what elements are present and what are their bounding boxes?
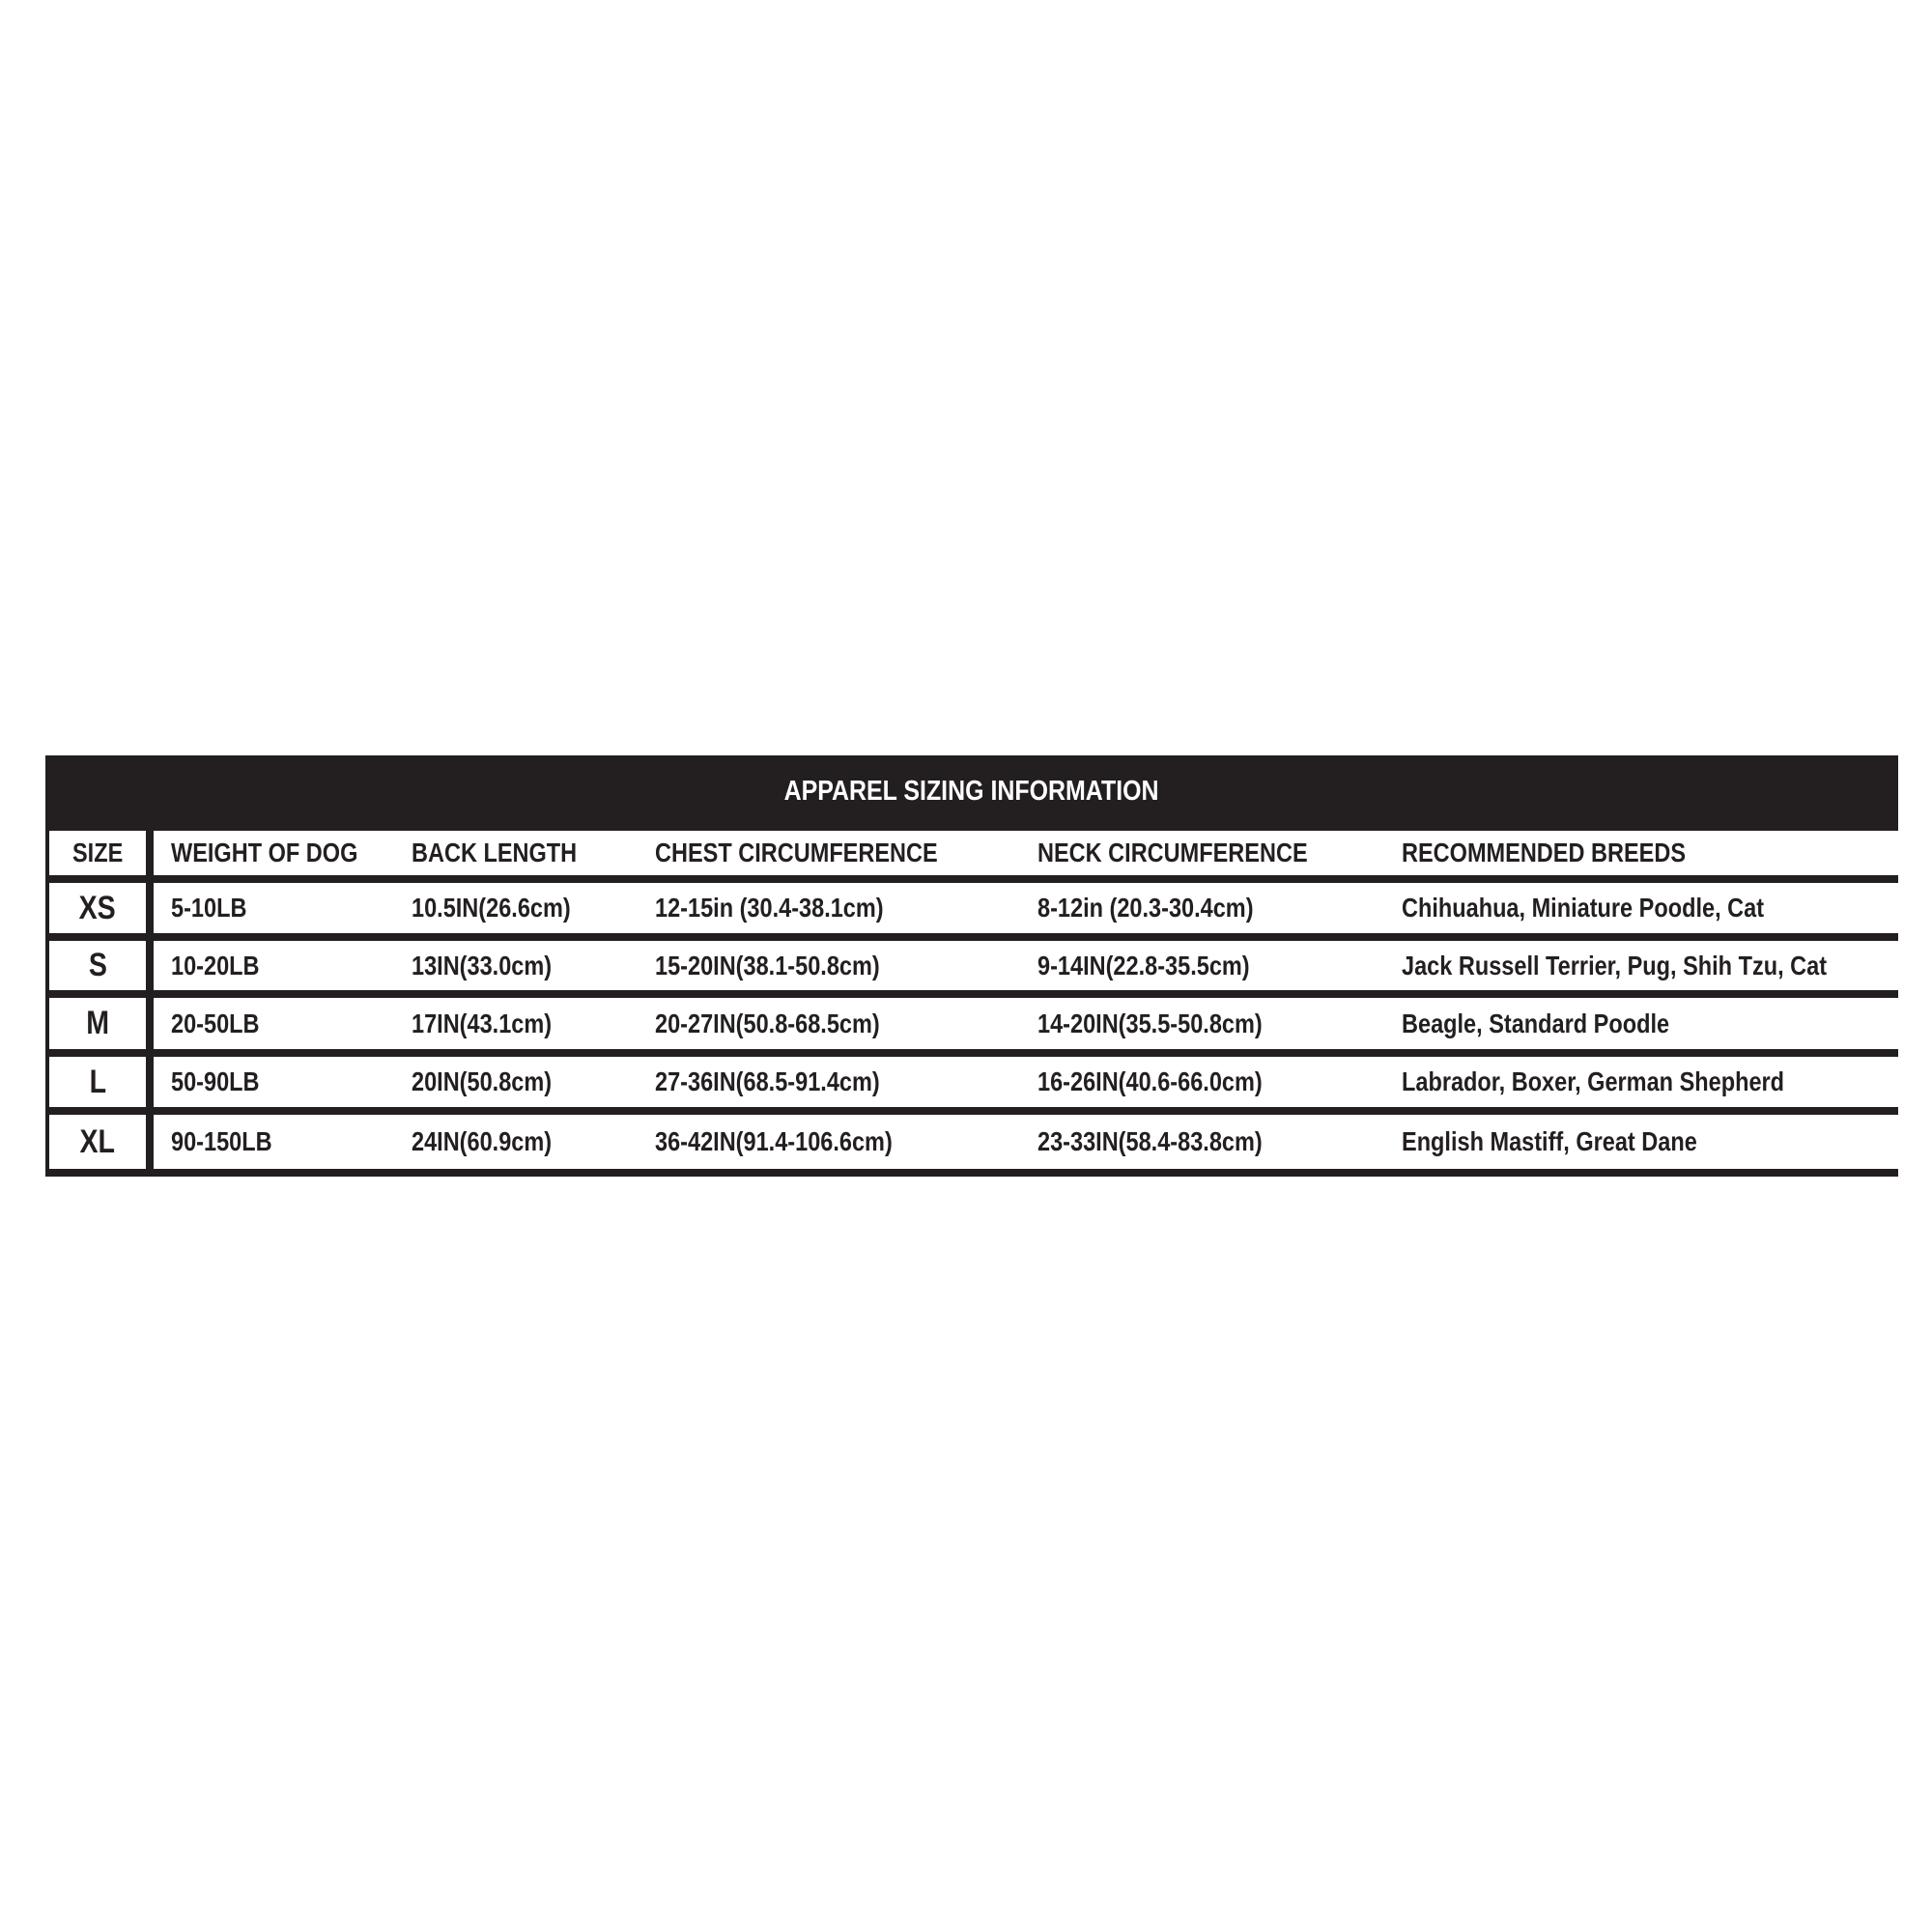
cell-value: Chihuahua, Miniature Poodle, Cat [1402, 893, 1765, 923]
cell-value: 12-15in (30.4-38.1cm) [655, 893, 884, 923]
cell-value: 36-42IN(91.4-106.6cm) [655, 1126, 893, 1156]
cell-value: 17IN(43.1cm) [412, 1008, 553, 1038]
table-title-text: APPAREL SIZING INFORMATION [784, 775, 1159, 807]
column-header-label: RECOMMENDED BREEDS [1402, 838, 1687, 867]
cell-value: English Mastiff, Great Dane [1402, 1126, 1697, 1156]
cell-value: 50-90LB [171, 1066, 260, 1096]
column-header: WEIGHT OF DOG [154, 831, 410, 875]
column-header-label: NECK CIRCUMFERENCE [1037, 838, 1308, 867]
cell-value: 15-20IN(38.1-50.8cm) [655, 950, 880, 980]
column-header: NECK CIRCUMFERENCE [1001, 831, 1404, 875]
table-cell: XS [49, 883, 146, 933]
table-cell: Beagle, Standard Poodle [1375, 998, 1919, 1049]
cell-value: XS [78, 889, 117, 926]
cell-value: 5-10LB [171, 893, 247, 923]
cell-value: XL [79, 1122, 116, 1160]
cell-value: L [89, 1063, 106, 1100]
column-header: RECOMMENDED BREEDS [1375, 831, 1919, 875]
table-cell: 10.5IN(26.6cm) [400, 883, 643, 933]
cell-value: 90-150LB [171, 1126, 272, 1156]
table-cell: 36-42IN(91.4-106.6cm) [639, 1115, 1009, 1169]
table-cell: M [49, 998, 146, 1049]
sizing-table: APPAREL SIZING INFORMATION SIZE WEIGHT OF… [45, 755, 1919, 1177]
table-cell: Labrador, Boxer, German Shepherd [1375, 1057, 1919, 1107]
column-header-label: SIZE [71, 838, 124, 867]
cell-value: 14-20IN(35.5-50.8cm) [1037, 1008, 1263, 1038]
table-cell: 15-20IN(38.1-50.8cm) [639, 941, 1009, 990]
table-cell: S [49, 941, 146, 990]
table-cell: 10-20LB [154, 941, 410, 990]
cell-value: Beagle, Standard Poodle [1402, 1008, 1670, 1038]
cell-value: 27-36IN(68.5-91.4cm) [655, 1066, 880, 1096]
table-cell: 16-26IN(40.6-66.0cm) [1001, 1057, 1404, 1107]
cell-value: M [86, 1005, 109, 1041]
table-cell: 8-12in (20.3-30.4cm) [1001, 883, 1404, 933]
table-cell: 20IN(50.8cm) [400, 1057, 643, 1107]
column-header: CHEST CIRCUMFERENCE [639, 831, 1009, 875]
table-cell: 5-10LB [154, 883, 410, 933]
table-cell: 50-90LB [154, 1057, 410, 1107]
cell-value: 10-20LB [171, 950, 260, 980]
cell-value: 20-50LB [171, 1008, 260, 1038]
cell-value: 16-26IN(40.6-66.0cm) [1037, 1066, 1263, 1096]
table-cell: 90-150LB [154, 1115, 410, 1169]
table-cell: 13IN(33.0cm) [400, 941, 643, 990]
column-header-label: CHEST CIRCUMFERENCE [655, 838, 938, 867]
table-cell: 23-33IN(58.4-83.8cm) [1001, 1115, 1404, 1169]
column-header: SIZE [49, 831, 146, 875]
cell-value: 13IN(33.0cm) [412, 950, 553, 980]
cell-value: 20IN(50.8cm) [412, 1066, 553, 1096]
table-cell: 12-15in (30.4-38.1cm) [639, 883, 1009, 933]
column-header: BACK LENGTH [400, 831, 643, 875]
cell-value: 8-12in (20.3-30.4cm) [1037, 893, 1254, 923]
cell-value: 20-27IN(50.8-68.5cm) [655, 1008, 880, 1038]
table-cell: English Mastiff, Great Dane [1375, 1115, 1919, 1169]
cell-value: 23-33IN(58.4-83.8cm) [1037, 1126, 1263, 1156]
cell-value: 9-14IN(22.8-35.5cm) [1037, 950, 1250, 980]
table-title: APPAREL SIZING INFORMATION [45, 755, 1898, 827]
table-cell: XL [49, 1115, 146, 1169]
cell-value: 24IN(60.9cm) [412, 1126, 553, 1156]
cell-value: 10.5IN(26.6cm) [412, 893, 571, 923]
cell-value: Labrador, Boxer, German Shepherd [1402, 1066, 1785, 1096]
column-header-label: WEIGHT OF DOG [171, 838, 358, 867]
cell-value: S [88, 947, 107, 983]
table-cell: L [49, 1057, 146, 1107]
table-cell: Jack Russell Terrier, Pug, Shih Tzu, Cat [1375, 941, 1919, 990]
column-header-label: BACK LENGTH [412, 838, 578, 867]
table-cell: Chihuahua, Miniature Poodle, Cat [1375, 883, 1919, 933]
table-cell: 24IN(60.9cm) [400, 1115, 643, 1169]
table-cell: 9-14IN(22.8-35.5cm) [1001, 941, 1404, 990]
table-cell: 14-20IN(35.5-50.8cm) [1001, 998, 1404, 1049]
table-cell: 17IN(43.1cm) [400, 998, 643, 1049]
table-cell: 20-27IN(50.8-68.5cm) [639, 998, 1009, 1049]
table-cell: 20-50LB [154, 998, 410, 1049]
cell-value: Jack Russell Terrier, Pug, Shih Tzu, Cat [1402, 950, 1828, 980]
table-cell: 27-36IN(68.5-91.4cm) [639, 1057, 1009, 1107]
